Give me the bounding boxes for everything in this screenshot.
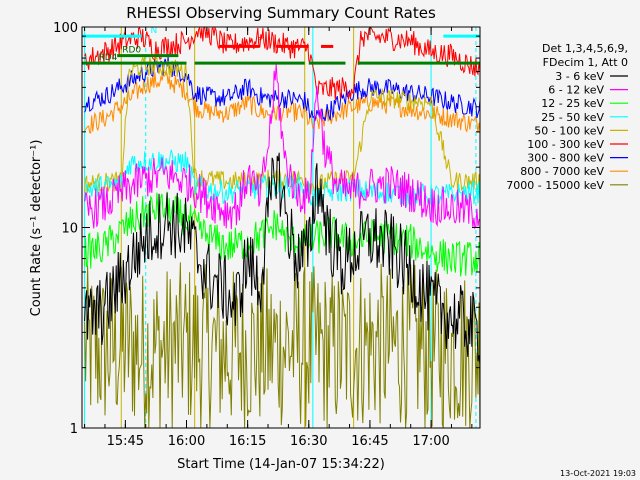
- flag-label-f: F: [257, 36, 262, 46]
- chart-title: RHESSI Observing Summary Count Rates: [126, 4, 436, 22]
- series-line-100-300kev: [84, 27, 480, 101]
- legend-label-1: 6 - 12 keV: [548, 84, 604, 97]
- series-layer: [84, 27, 480, 428]
- flag-label-n: N: [151, 26, 158, 36]
- x-tick-label-1: 16:00: [168, 434, 205, 449]
- x-tick-label-4: 16:45: [351, 434, 388, 449]
- y-axis-label: Count Rate (s⁻¹ detector⁻¹): [29, 140, 44, 317]
- series-line-800-7000kev: [84, 70, 480, 134]
- series-line-50-100kev: [84, 55, 480, 196]
- y-tick-label-1: 10: [61, 222, 78, 237]
- legend-label-0: 3 - 6 keV: [555, 70, 604, 83]
- x-tick-label-3: 16:30: [290, 434, 327, 449]
- x-tick-label-0: 15:45: [107, 434, 144, 449]
- y-tick-label-0: 1: [70, 422, 78, 437]
- x-tick-label-5: 17:00: [412, 434, 449, 449]
- legend-label-2: 12 - 25 keV: [541, 97, 604, 110]
- legend: Det 1,3,4,5,6,9,FDecim 1, Att 03 - 6 keV…: [506, 42, 628, 192]
- axes: 1 10 100 15:45 16:00 16:15 16:30 16:45 17:00: [53, 21, 480, 449]
- series-line-25-50kev: [84, 149, 480, 208]
- series-line-6-12kev: [84, 63, 480, 230]
- flag-label-rd4: RD4: [99, 53, 118, 63]
- x-axis-label: Start Time (14-Jan-07 15:34:22): [177, 457, 385, 472]
- series-line-12-25kev: [84, 191, 480, 277]
- flag-bars: N RD0 RD4 F: [82, 26, 480, 65]
- series-line-3-6kev: [84, 152, 480, 365]
- legend-header-1: FDecim 1, Att 0: [543, 56, 628, 69]
- footer-timestamp: 13-Oct-2021 19:03: [560, 469, 636, 478]
- legend-label-6: 300 - 800 keV: [527, 152, 604, 165]
- x-tick-label-2: 16:15: [229, 434, 266, 449]
- flag-label-rd0: RD0: [122, 46, 141, 56]
- legend-header-0: Det 1,3,4,5,6,9,: [542, 42, 628, 55]
- legend-label-3: 25 - 50 keV: [541, 111, 604, 124]
- legend-label-7: 800 - 7000 keV: [520, 165, 604, 178]
- legend-label-8: 7000 - 15000 keV: [506, 179, 604, 192]
- y-tick-label-2: 100: [53, 21, 78, 36]
- legend-label-4: 50 - 100 keV: [534, 124, 604, 137]
- legend-label-5: 100 - 300 keV: [527, 138, 604, 151]
